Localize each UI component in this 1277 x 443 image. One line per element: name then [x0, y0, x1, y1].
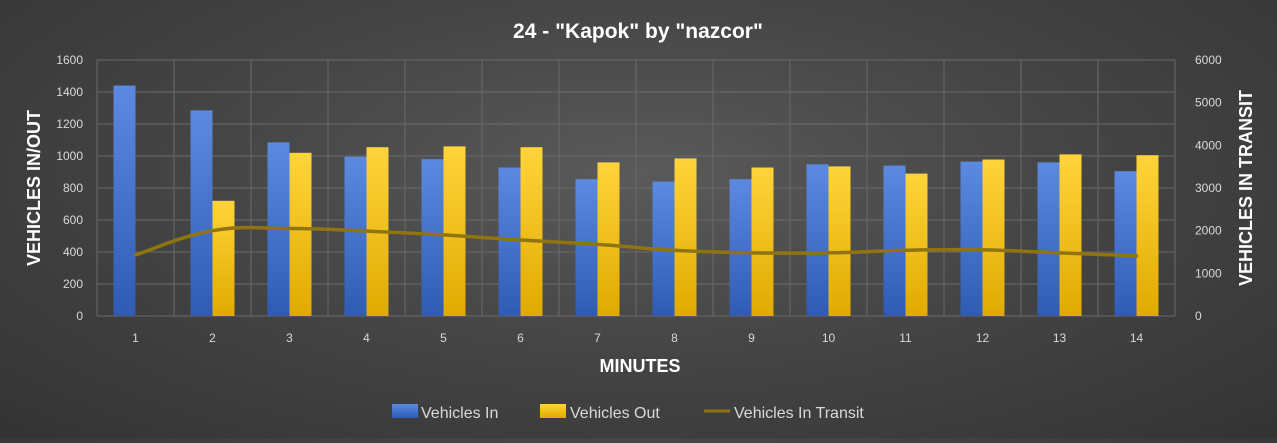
bar-vehicles-in [1115, 171, 1137, 316]
bar-vehicles-out [444, 146, 466, 316]
legend-label-vehicles-out: Vehicles Out [570, 405, 660, 422]
bar-vehicles-out [1137, 155, 1159, 316]
x-axis-title: MINUTES [600, 356, 681, 376]
chart-title: 24 - "Kapok" by "nazcor" [513, 20, 763, 43]
x-tick-label: 6 [517, 331, 524, 345]
y-tick-label: 1000 [56, 149, 83, 163]
y-tick-label: 600 [63, 213, 83, 227]
x-tick-label: 8 [671, 331, 678, 345]
x-tick-label: 2 [209, 331, 216, 345]
legend-item-vehicles-in-transit: Vehicles In Transit [704, 405, 864, 422]
bar-vehicles-in [345, 157, 367, 316]
legend-swatch-vehicles-out [540, 404, 566, 418]
x-tick-label: 9 [748, 331, 755, 345]
bar-vehicles-in [730, 179, 752, 316]
y2-tick-label: 5000 [1195, 96, 1222, 110]
x-tick-label: 10 [822, 331, 836, 345]
y-tick-label: 800 [63, 181, 83, 195]
bar-vehicles-out [521, 147, 543, 316]
bar-vehicles-in [576, 179, 598, 316]
y-axis-title: VEHICLES IN/OUT [24, 110, 44, 266]
y-tick-label: 200 [63, 277, 83, 291]
y-tick-label: 0 [76, 309, 83, 323]
y2-tick-label: 6000 [1195, 53, 1222, 67]
bar-vehicles-in [1038, 162, 1060, 316]
y2-tick-label: 4000 [1195, 138, 1222, 152]
y2-axis-title: VEHICLES IN TRANSIT [1236, 90, 1256, 286]
y-tick-label: 1600 [56, 53, 83, 67]
bar-vehicles-out [598, 162, 620, 316]
legend-item-vehicles-in: Vehicles In [392, 404, 498, 422]
bar-vehicles-out [290, 153, 312, 316]
x-tick-label: 1 [132, 331, 139, 345]
x-tick-label: 4 [363, 331, 370, 345]
legend-item-vehicles-out: Vehicles Out [540, 404, 660, 422]
x-tick-label: 13 [1053, 331, 1067, 345]
x-tick-label: 7 [594, 331, 601, 345]
y-tick-label: 1200 [56, 117, 83, 131]
y2-tick-label: 2000 [1195, 224, 1222, 238]
legend: Vehicles In Vehicles Out Vehicles In Tra… [392, 404, 864, 422]
legend-label-vehicles-in-transit: Vehicles In Transit [734, 405, 864, 422]
bar-vehicles-out [906, 174, 928, 316]
bar-vehicles-in [499, 168, 521, 316]
bar-vehicles-in [422, 159, 444, 316]
bar-vehicles-out [752, 168, 774, 316]
bar-vehicles-out [829, 166, 851, 316]
x-tick-label: 12 [976, 331, 990, 345]
bar-vehicles-in [114, 86, 136, 316]
x-tick-label: 3 [286, 331, 293, 345]
x-tick-label: 5 [440, 331, 447, 345]
gridlines [97, 60, 1175, 316]
x-tick-label: 11 [899, 331, 912, 345]
bar-vehicles-out [675, 158, 697, 316]
bar-vehicles-out [1060, 154, 1082, 316]
bar-vehicles-in [807, 164, 829, 316]
bar-vehicles-out [983, 160, 1005, 316]
y2-tick-label: 0 [1195, 309, 1202, 323]
bar-vehicles-in [191, 110, 213, 316]
y2-tick-label: 3000 [1195, 181, 1222, 195]
y-tick-label: 1400 [56, 85, 83, 99]
y-tick-label: 400 [63, 245, 83, 259]
y2-tick-label: 1000 [1195, 266, 1222, 280]
bar-vehicles-out [213, 201, 235, 316]
legend-swatch-vehicles-in [392, 404, 418, 418]
bar-vehicles-in [961, 162, 983, 316]
legend-label-vehicles-in: Vehicles In [421, 405, 498, 422]
x-tick-label: 14 [1130, 331, 1144, 345]
bar-vehicles-in [884, 166, 906, 316]
